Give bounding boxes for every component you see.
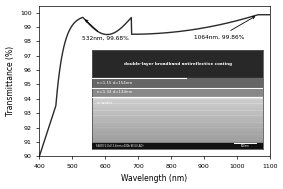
X-axis label: Wavelength (nm): Wavelength (nm) xyxy=(121,174,188,184)
Y-axis label: Transmittance (%): Transmittance (%) xyxy=(6,46,14,116)
Text: 1064nm, 99.86%: 1064nm, 99.86% xyxy=(194,17,255,40)
Text: 532nm, 99.68%: 532nm, 99.68% xyxy=(82,20,129,41)
